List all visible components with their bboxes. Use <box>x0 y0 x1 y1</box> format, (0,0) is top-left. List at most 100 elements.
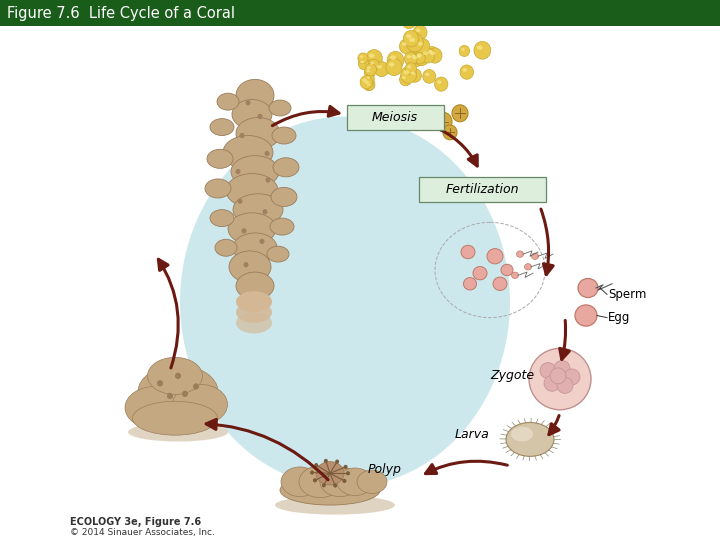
Ellipse shape <box>236 118 280 149</box>
Ellipse shape <box>205 179 231 198</box>
Ellipse shape <box>487 248 503 264</box>
Ellipse shape <box>402 14 416 29</box>
Ellipse shape <box>360 56 363 58</box>
Ellipse shape <box>405 17 410 21</box>
Text: Zygote: Zygote <box>490 369 534 382</box>
Ellipse shape <box>557 377 573 393</box>
Ellipse shape <box>236 312 272 334</box>
Ellipse shape <box>406 34 411 38</box>
Ellipse shape <box>423 51 428 55</box>
Ellipse shape <box>264 151 269 156</box>
Ellipse shape <box>415 52 426 64</box>
Ellipse shape <box>243 262 248 267</box>
Ellipse shape <box>493 277 507 291</box>
Ellipse shape <box>409 52 421 65</box>
Ellipse shape <box>423 70 436 83</box>
Ellipse shape <box>511 427 533 442</box>
Ellipse shape <box>401 66 417 83</box>
Ellipse shape <box>314 463 318 467</box>
Ellipse shape <box>365 74 374 84</box>
Ellipse shape <box>364 67 375 78</box>
Ellipse shape <box>233 233 277 262</box>
Ellipse shape <box>366 70 370 72</box>
Ellipse shape <box>403 30 419 47</box>
Ellipse shape <box>346 471 350 475</box>
Ellipse shape <box>462 68 467 72</box>
Ellipse shape <box>180 117 510 487</box>
Ellipse shape <box>452 105 468 122</box>
Text: Fertilization: Fertilization <box>445 183 518 196</box>
Ellipse shape <box>229 251 271 283</box>
Ellipse shape <box>405 52 417 65</box>
Ellipse shape <box>531 253 539 259</box>
Ellipse shape <box>193 383 199 390</box>
Ellipse shape <box>258 114 263 119</box>
Ellipse shape <box>434 112 452 131</box>
Ellipse shape <box>409 38 415 42</box>
Ellipse shape <box>182 391 188 397</box>
Ellipse shape <box>236 291 272 312</box>
Ellipse shape <box>473 267 487 280</box>
Ellipse shape <box>540 363 556 379</box>
Ellipse shape <box>333 483 337 488</box>
Ellipse shape <box>226 174 278 207</box>
Ellipse shape <box>524 264 531 270</box>
Ellipse shape <box>415 38 430 54</box>
Ellipse shape <box>217 93 239 110</box>
Ellipse shape <box>148 357 202 394</box>
Ellipse shape <box>132 401 217 435</box>
Ellipse shape <box>414 50 429 66</box>
Text: Figure 7.6  Life Cycle of a Coral: Figure 7.6 Life Cycle of a Coral <box>7 6 235 21</box>
Ellipse shape <box>418 42 423 46</box>
Ellipse shape <box>425 72 430 76</box>
Ellipse shape <box>407 55 411 58</box>
Ellipse shape <box>402 42 407 46</box>
Ellipse shape <box>310 470 314 475</box>
Ellipse shape <box>410 53 423 66</box>
Ellipse shape <box>232 99 272 129</box>
Ellipse shape <box>299 466 341 498</box>
Ellipse shape <box>430 51 435 55</box>
Text: Polyp: Polyp <box>368 463 402 476</box>
Ellipse shape <box>231 156 279 187</box>
Ellipse shape <box>280 475 380 505</box>
Ellipse shape <box>506 422 554 456</box>
Text: © 2014 Sinauer Associates, Inc.: © 2014 Sinauer Associates, Inc. <box>70 528 215 537</box>
Ellipse shape <box>374 62 389 77</box>
Ellipse shape <box>369 53 374 58</box>
Ellipse shape <box>207 149 233 168</box>
Ellipse shape <box>236 302 272 323</box>
Ellipse shape <box>210 210 234 227</box>
Ellipse shape <box>215 239 237 256</box>
Ellipse shape <box>550 368 566 384</box>
Ellipse shape <box>366 82 374 90</box>
Ellipse shape <box>266 177 271 183</box>
Ellipse shape <box>270 218 294 235</box>
Ellipse shape <box>269 100 291 116</box>
Ellipse shape <box>233 194 283 226</box>
Ellipse shape <box>408 65 411 68</box>
Ellipse shape <box>428 50 433 53</box>
Ellipse shape <box>335 460 339 464</box>
Ellipse shape <box>238 199 243 204</box>
Ellipse shape <box>322 483 326 488</box>
Ellipse shape <box>411 55 415 58</box>
Ellipse shape <box>272 127 296 144</box>
Ellipse shape <box>275 496 395 515</box>
Ellipse shape <box>387 51 404 69</box>
Ellipse shape <box>358 53 368 64</box>
Ellipse shape <box>389 62 395 66</box>
Ellipse shape <box>405 63 416 75</box>
Ellipse shape <box>544 375 560 391</box>
Ellipse shape <box>461 245 475 259</box>
Ellipse shape <box>316 462 344 485</box>
Ellipse shape <box>477 45 483 50</box>
Ellipse shape <box>271 187 297 206</box>
FancyBboxPatch shape <box>419 177 546 202</box>
Ellipse shape <box>402 76 406 79</box>
Ellipse shape <box>362 78 366 82</box>
Ellipse shape <box>400 39 413 53</box>
Ellipse shape <box>246 100 251 105</box>
Ellipse shape <box>434 77 448 91</box>
Text: Meiosis: Meiosis <box>372 111 418 124</box>
